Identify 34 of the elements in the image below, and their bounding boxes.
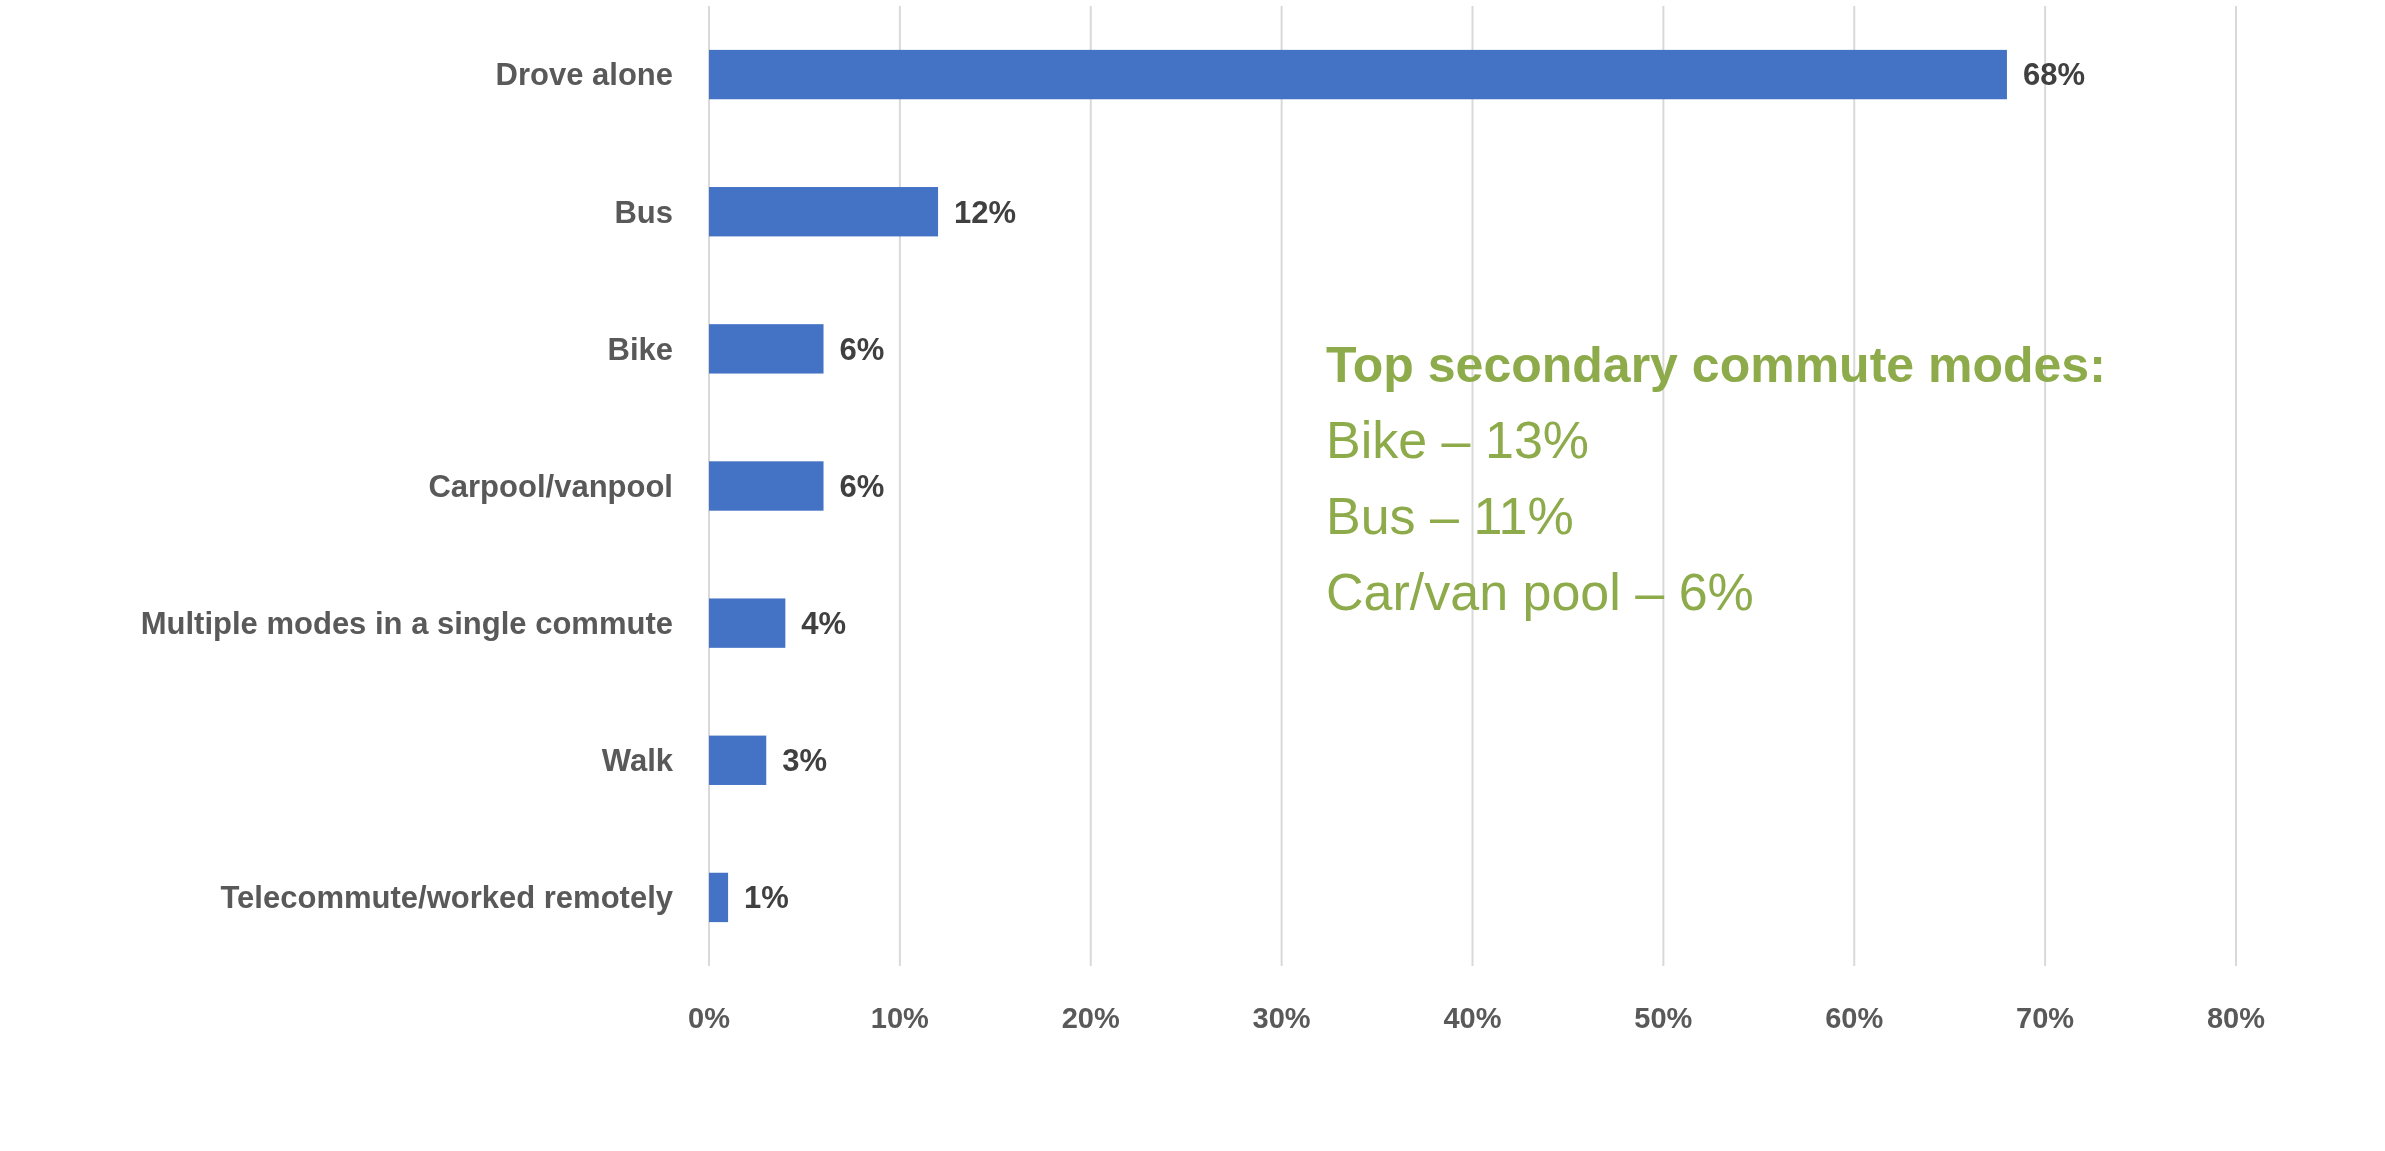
x-tick-label: 60% [1825,1002,1884,1034]
x-tick-label: 70% [2016,1002,2075,1034]
y-tick-label: Walk [601,743,674,779]
y-tick-label: Drove alone [495,57,673,93]
x-tick-label: 0% [688,1002,731,1034]
x-tick-label: 80% [2206,1002,2266,1034]
data-label: 68% [2022,57,2085,93]
data-label: 6% [839,468,885,504]
x-tick-label: 20% [1061,1002,1120,1034]
bar [709,872,729,923]
y-tick-label: Bus [614,194,673,230]
data-label: 4% [801,605,847,641]
data-label: 12% [954,194,1017,230]
x-tick-label: 50% [1634,1002,1693,1034]
y-tick-label: Telecommute/worked remotely [220,880,674,916]
bar [709,187,939,237]
bar [709,49,2007,100]
bar [709,598,786,648]
bar [709,461,824,511]
data-label: 6% [839,331,885,367]
data-label: 1% [744,880,789,916]
annotation: Top secondary commute modes: [1326,337,2106,393]
annotation: Bike – 13% [1326,411,1590,469]
y-tick-label: Carpool/vanpool [428,468,673,504]
bar [709,735,767,785]
x-tick-label: 40% [1443,1002,1502,1034]
x-tick-label: 30% [1252,1002,1311,1034]
annotation: Car/van pool – 6% [1326,563,1754,621]
bar [709,324,824,374]
x-tick-label: 10% [870,1002,930,1034]
y-tick-label: Bike [607,331,673,367]
data-label: 3% [782,743,828,779]
annotation: Bus – 11% [1326,487,1574,545]
y-tick-label: Multiple modes in a single commute [140,605,673,641]
